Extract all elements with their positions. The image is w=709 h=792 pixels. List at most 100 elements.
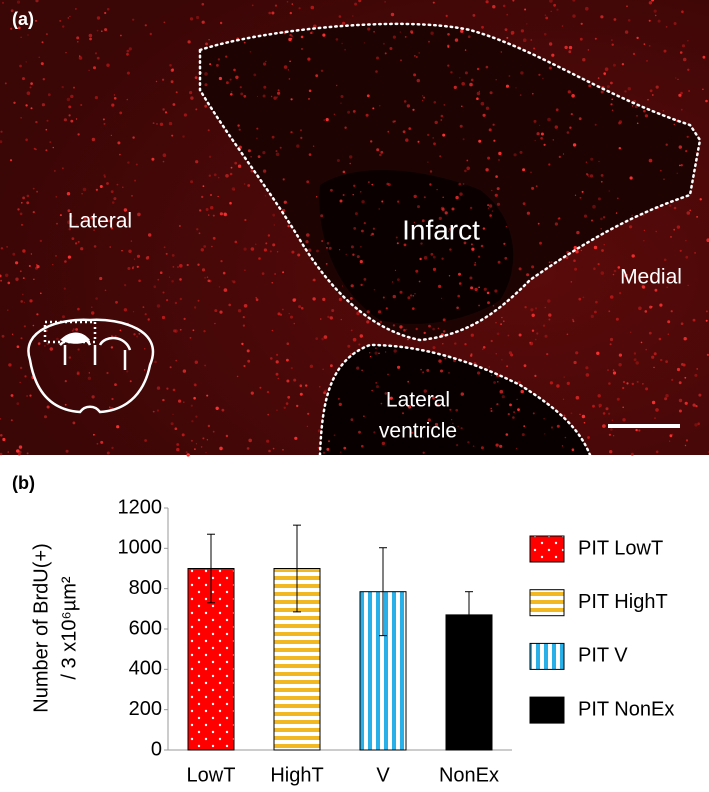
speckle	[8, 363, 12, 367]
speckle	[196, 15, 200, 20]
speckle	[407, 296, 411, 300]
speckle	[75, 328, 78, 331]
speckle	[543, 143, 546, 146]
speckle	[611, 109, 614, 112]
speckle	[95, 297, 98, 300]
speckle	[546, 353, 549, 356]
speckle	[117, 141, 121, 145]
legend-label: PIT NonEx	[578, 698, 674, 720]
speckle	[470, 333, 474, 337]
speckle	[533, 47, 536, 50]
speckle	[49, 141, 52, 144]
speckle	[126, 98, 129, 101]
speckle	[496, 403, 499, 406]
speckle	[423, 96, 426, 99]
speckle	[644, 114, 649, 118]
speckle	[319, 318, 322, 320]
speckle	[496, 202, 501, 206]
speckle	[434, 422, 439, 427]
speckle	[119, 329, 122, 332]
speckle	[288, 78, 291, 80]
speckle	[315, 337, 319, 340]
speckle	[56, 222, 58, 225]
speckle	[200, 248, 204, 252]
speckle	[322, 451, 326, 454]
speckle	[679, 249, 682, 252]
speckle	[370, 234, 373, 237]
speckle	[296, 404, 299, 408]
speckle	[323, 119, 325, 121]
speckle	[179, 225, 181, 227]
speckle	[618, 363, 622, 367]
speckle	[576, 230, 580, 235]
speckle	[638, 429, 641, 432]
speckle	[423, 389, 427, 393]
speckle	[668, 279, 671, 282]
speckle	[261, 272, 265, 275]
speckle	[472, 445, 475, 448]
speckle	[212, 430, 215, 433]
y-tick-label: 200	[129, 698, 162, 720]
speckle	[328, 246, 332, 250]
speckle	[487, 156, 491, 160]
speckle	[416, 78, 420, 83]
speckle	[20, 337, 23, 340]
speckle	[206, 439, 209, 441]
speckle	[123, 208, 128, 212]
speckle	[218, 76, 222, 81]
speckle	[323, 335, 328, 339]
speckle	[460, 427, 463, 430]
speckle	[685, 439, 689, 442]
speckle	[126, 370, 129, 373]
speckle	[480, 244, 484, 248]
speckle	[250, 169, 254, 173]
speckle	[402, 130, 406, 134]
speckle	[361, 229, 364, 233]
speckle	[110, 346, 114, 349]
speckle	[429, 426, 431, 428]
speckle	[532, 92, 534, 95]
speckle	[466, 166, 471, 171]
speckle	[101, 30, 103, 32]
speckle	[585, 373, 590, 377]
speckle	[171, 134, 174, 137]
speckle	[654, 14, 657, 17]
speckle	[324, 389, 327, 393]
speckle	[432, 327, 435, 331]
x-tick-label: NonEx	[439, 764, 499, 786]
speckle	[395, 236, 398, 239]
speckle	[454, 38, 459, 42]
speckle	[23, 301, 26, 304]
speckle	[592, 204, 596, 209]
speckle	[282, 308, 284, 311]
speckle	[350, 418, 354, 421]
speckle	[207, 424, 211, 428]
speckle	[497, 381, 499, 383]
speckle	[308, 98, 310, 100]
speckle	[127, 267, 131, 270]
speckle	[142, 306, 145, 308]
speckle	[157, 278, 160, 281]
speckle	[536, 132, 540, 136]
speckle	[152, 410, 155, 413]
speckle	[15, 261, 19, 265]
speckle	[111, 446, 114, 450]
speckle	[568, 45, 573, 50]
speckle	[170, 80, 174, 84]
speckle	[543, 418, 545, 420]
speckle	[182, 369, 187, 373]
speckle	[548, 318, 551, 321]
speckle	[695, 151, 697, 154]
speckle	[482, 227, 486, 230]
speckle	[163, 21, 166, 24]
speckle	[91, 306, 93, 308]
speckle	[542, 77, 544, 80]
speckle	[583, 421, 586, 424]
speckle	[93, 245, 97, 248]
speckle	[296, 144, 300, 148]
speckle	[162, 153, 167, 157]
speckle	[669, 434, 673, 438]
speckle	[315, 74, 319, 77]
x-tick-label: V	[376, 764, 390, 786]
speckle	[519, 94, 522, 96]
